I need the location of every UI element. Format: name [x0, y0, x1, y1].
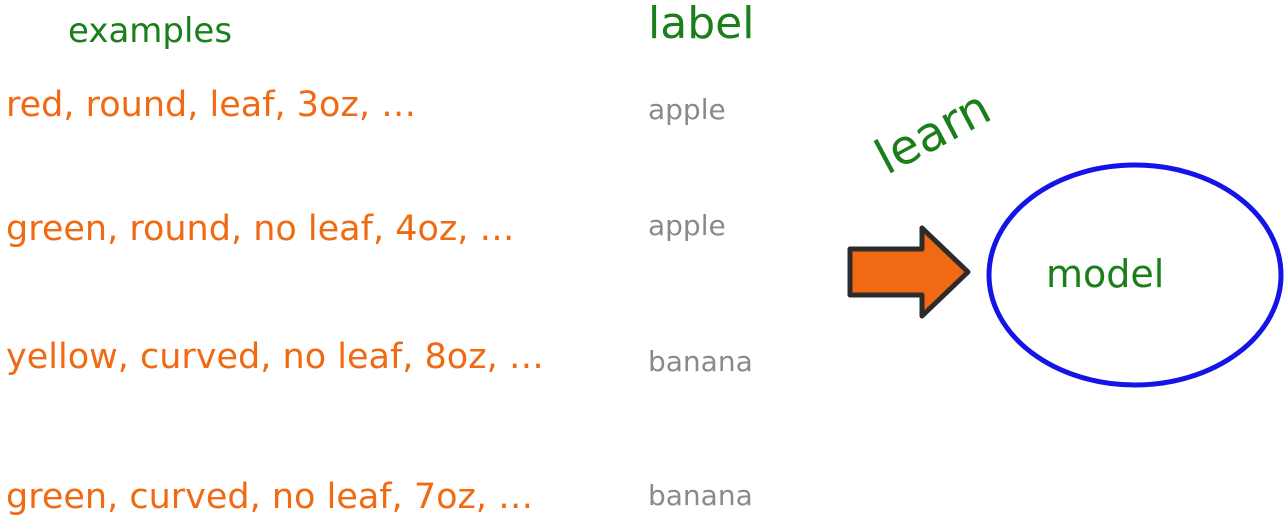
- example-row-2: green, round, no leaf, 4oz, …: [6, 209, 515, 249]
- label-row-3: banana: [648, 345, 753, 378]
- model-ellipse: [986, 162, 1284, 388]
- example-row-1: red, round, leaf, 3oz, …: [6, 85, 417, 125]
- label-row-2: apple: [648, 209, 726, 242]
- model-label: model: [1046, 252, 1165, 296]
- example-row-3: yellow, curved, no leaf, 8oz, …: [6, 337, 544, 377]
- examples-header: examples: [68, 11, 233, 51]
- label-row-4: banana: [648, 479, 753, 512]
- right-arrow-icon: [847, 225, 971, 319]
- example-row-4: green, curved, no leaf, 7oz, …: [6, 477, 534, 517]
- label-row-1: apple: [648, 93, 726, 126]
- label-header: label: [648, 0, 755, 49]
